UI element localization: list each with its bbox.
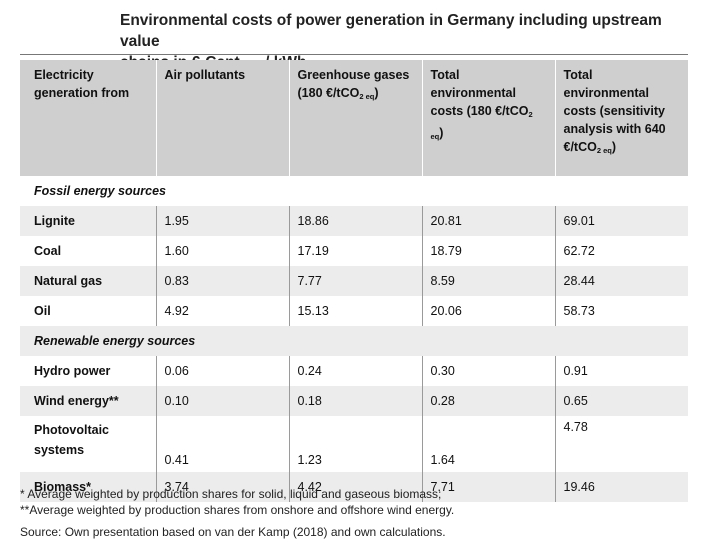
cell-sensitivity: 0.91: [554, 356, 688, 386]
table-row: Oil 4.92 15.13 20.06 58.73: [20, 296, 688, 326]
table-header-row: Electricity generation from Air pollutan…: [20, 60, 688, 176]
cell-total: 8.59: [421, 266, 555, 296]
header-air-pollutants: Air pollutants: [155, 60, 289, 176]
cell-total: 1.64: [421, 416, 555, 472]
row-label: Natural gas: [20, 266, 156, 296]
cell-sensitivity: 58.73: [554, 296, 688, 326]
cell-total: 7.71: [421, 472, 555, 502]
cell-greenhouse-gases: 0.24: [288, 356, 422, 386]
source-note: Source: Own presentation based on van de…: [20, 525, 446, 539]
cell-total: 20.81: [421, 206, 555, 236]
header-greenhouse-gases: Greenhouse gases (180 €/tCO2 eq): [288, 60, 422, 176]
cell-air-pollutants: 0.06: [155, 356, 289, 386]
cell-sensitivity: 28.44: [554, 266, 688, 296]
title-line-1: Environmental costs of power generation …: [120, 12, 662, 50]
cell-total: 0.30: [421, 356, 555, 386]
row-label-line-2: systems: [34, 443, 85, 457]
cell-sensitivity: 62.72: [554, 236, 688, 266]
row-label: Biomass*: [20, 472, 156, 502]
section-label-fossil: Fossil energy sources: [34, 183, 167, 198]
cell-greenhouse-gases: 18.86: [288, 206, 422, 236]
footnotes: * Average weighted by production shares …: [20, 486, 690, 540]
row-label: Oil: [34, 303, 51, 318]
cell-greenhouse-gases: 17.19: [288, 236, 422, 266]
section-row-fossil: Fossil energy sources: [20, 176, 688, 206]
row-label: Hydro power: [34, 363, 111, 378]
title-divider: [20, 54, 688, 55]
header-total-costs: Total environmental costs (180 €/tCO2 eq…: [421, 60, 555, 176]
table-row: Coal 1.60 17.19 18.79 62.72: [20, 236, 688, 266]
header-total-subscript: 2 eq: [430, 110, 533, 141]
table-row: Hydro power 0.06 0.24 0.30 0.91: [20, 356, 688, 386]
cell-sensitivity: 4.78: [554, 416, 688, 472]
cell-greenhouse-gases: 4.42: [288, 472, 422, 502]
header-total-end: ): [439, 126, 444, 140]
header-ghg-subscript: 2 eq: [359, 92, 375, 101]
table-row: Biomass* 3.74 4.42 7.71 19.46: [20, 472, 688, 502]
row-label: Wind energy**: [20, 386, 156, 416]
row-label: Lignite: [20, 206, 156, 236]
header-sens-subscript: 2 eq: [596, 146, 612, 155]
row-label: Coal: [34, 243, 62, 258]
header-total-text: Total environmental costs (180 €/tCO: [430, 68, 529, 118]
cell-air-pollutants: 1.95: [155, 206, 289, 236]
table-row: Lignite 1.95 18.86 20.81 69.01: [20, 206, 688, 236]
cell-sensitivity: 0.65: [554, 386, 688, 416]
header-sens-text: Total environmental costs (sensitivity a…: [563, 68, 666, 154]
environmental-costs-table: Electricity generation from Air pollutan…: [20, 60, 688, 502]
table-row: Natural gas 0.83 7.77 8.59 28.44: [20, 266, 688, 296]
cell-greenhouse-gases: 0.18: [288, 386, 422, 416]
cell-total: 0.28: [421, 386, 555, 416]
row-label-line-1: Photovoltaic: [34, 423, 110, 437]
row-label: Photovoltaic systems: [20, 416, 156, 472]
cell-total: 20.06: [421, 296, 555, 326]
header-sensitivity-costs: Total environmental costs (sensitivity a…: [554, 60, 688, 176]
cell-air-pollutants: 3.74: [155, 472, 289, 502]
header-sens-end: ): [611, 140, 617, 154]
cell-sensitivity: 19.46: [554, 472, 688, 502]
cell-greenhouse-gases: 7.77: [288, 266, 422, 296]
cell-air-pollutants: 0.83: [155, 266, 289, 296]
cell-greenhouse-gases: 15.13: [288, 296, 422, 326]
cell-sensitivity: 69.01: [554, 206, 688, 236]
header-ghg-text: Greenhouse gases (180 €/tCO: [297, 68, 410, 100]
table-row: Wind energy** 0.10 0.18 0.28 0.65: [20, 386, 688, 416]
cell-air-pollutants: 1.60: [155, 236, 289, 266]
cell-total: 18.79: [421, 236, 555, 266]
cell-air-pollutants: 0.41: [155, 416, 289, 472]
footnote-biomass: * Average weighted by production shares …: [20, 487, 442, 501]
footnote-wind: **Average weighted by production shares …: [20, 503, 455, 517]
cell-greenhouse-gases: 1.23: [288, 416, 422, 472]
cell-air-pollutants: 4.92: [155, 296, 289, 326]
header-generation-source: Electricity generation from: [20, 60, 156, 176]
cell-air-pollutants: 0.10: [155, 386, 289, 416]
section-row-renewable: Renewable energy sources: [20, 326, 688, 356]
header-ghg-end: ): [374, 86, 379, 100]
table-row: Photovoltaic systems 0.41 1.23 1.64 4.78: [20, 416, 688, 472]
section-label-renewable: Renewable energy sources: [20, 326, 688, 356]
